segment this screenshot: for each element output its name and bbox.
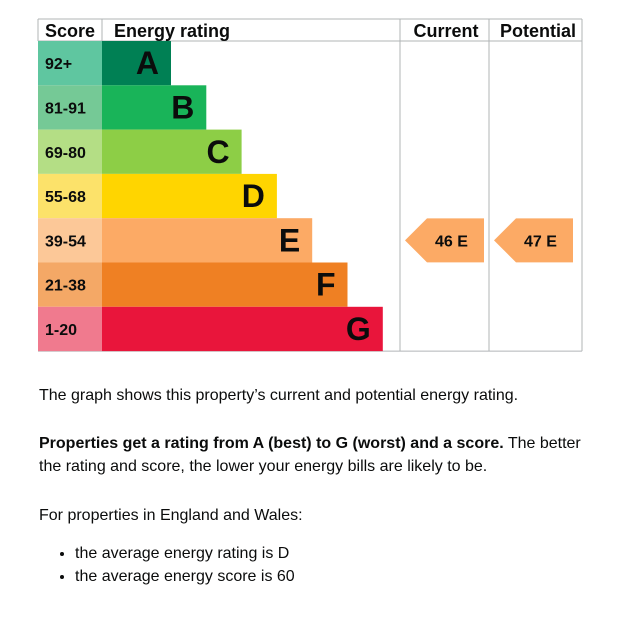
band-letter: F [316, 267, 336, 303]
potential-rating-label: 47 E [524, 233, 557, 250]
score-cell-d [38, 173, 102, 219]
rating-bands: 92+ A 81-91 B 69-80 C 55-68 D 39-54 E 21-38 F 1-20 G [38, 41, 383, 352]
score-range-label: 69-80 [45, 145, 86, 162]
potential-header: Potential [500, 21, 576, 41]
current-rating-label: 46 E [435, 233, 468, 250]
current-header: Current [413, 21, 478, 41]
region-text: For properties in England and Wales: [39, 507, 303, 524]
average-score-item: the average energy score is 60 [75, 565, 295, 588]
band-letter: E [279, 222, 300, 258]
band-bar-c [102, 129, 242, 174]
score-range-label: 39-54 [45, 233, 86, 250]
rating-header: Energy rating [114, 21, 230, 41]
rating-markers: 46 E 47 E [405, 218, 573, 263]
band-letter: B [171, 89, 194, 125]
score-cell-g [38, 306, 102, 352]
rating-explanation-rest: The better the rating and score, the low… [39, 435, 581, 475]
score-range-label: 55-68 [45, 189, 86, 206]
band-bar-e [102, 218, 313, 263]
band-bar-a [102, 41, 171, 86]
band-letter: C [206, 134, 229, 170]
score-cell-f [38, 262, 102, 307]
band-letter: A [136, 45, 159, 81]
band-bar-b [102, 85, 207, 130]
score-cell-c [38, 129, 102, 174]
averages-list: the average energy rating is D the avera… [39, 542, 295, 588]
rating-explanation-bold: Properties get a rating from A (best) to… [39, 435, 504, 452]
score-range-label: 21-38 [45, 278, 86, 295]
score-cell-e [38, 218, 102, 263]
band-bar-f [102, 262, 348, 307]
score-range-label: 92+ [45, 56, 72, 73]
score-cell-b [38, 85, 102, 130]
band-letter: G [346, 311, 371, 347]
intro-text: The graph shows this property’s current … [39, 387, 519, 404]
band-bar-g [102, 306, 383, 352]
score-range-label: 1-20 [45, 322, 77, 339]
current-rating-arrow [405, 218, 484, 263]
score-header: Score [45, 21, 95, 41]
score-range-label: 81-91 [45, 100, 86, 117]
energy-rating-chart: Score Energy rating Current Potential 92… [37, 18, 583, 352]
score-cell-a [38, 41, 102, 86]
potential-rating-arrow [494, 218, 573, 263]
band-bar-d [102, 173, 277, 219]
band-letter: D [242, 178, 265, 214]
rating-explanation: Properties get a rating from A (best) to… [39, 432, 599, 478]
average-rating-item: the average energy rating is D [75, 542, 295, 565]
